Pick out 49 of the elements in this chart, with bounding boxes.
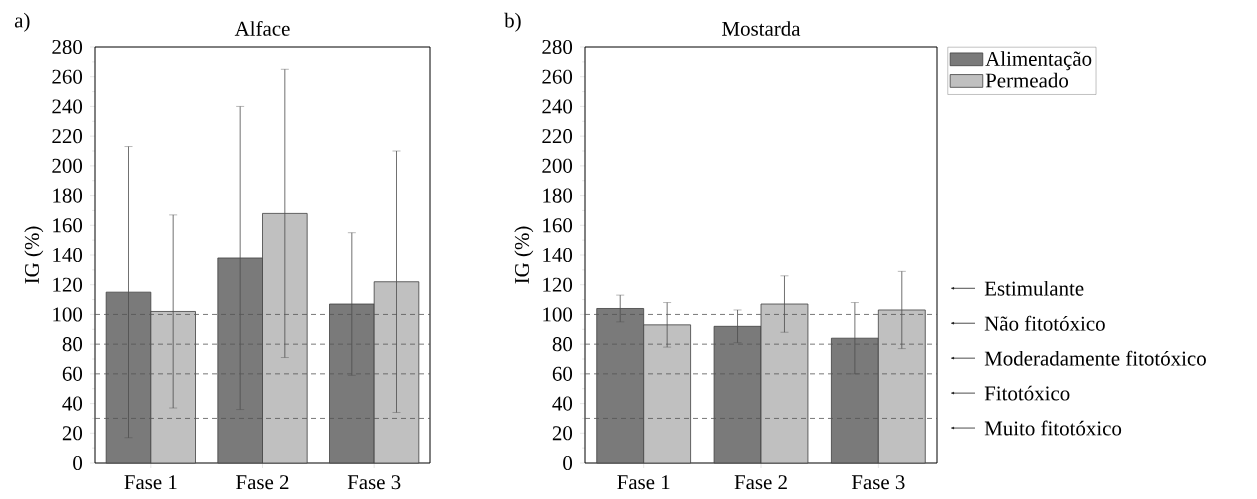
y-tick-label: 200 [52,158,83,173]
text: Não fitotóxico [984,315,1105,331]
y-tick-label: 0 [73,455,83,471]
y-tick-label: 260 [542,69,573,84]
x-tick-label: Fase 3 [851,475,905,490]
chart-title: Alface [234,20,290,36]
y-tick-label: 260 [52,69,83,84]
y-tick-label: 20 [552,426,573,441]
chart-title: Mostarda [722,21,801,36]
y-tick-label: 60 [62,366,83,381]
text: Fitotóxico [984,385,1070,401]
legend-label: Permeado [985,72,1069,88]
y-tick-label: 40 [62,396,83,411]
y-tick-label: 120 [543,277,573,292]
y-tick-label: 240 [52,99,83,114]
y-tick-label: 120 [53,277,83,292]
x-tick-label: Fase 1 [617,475,670,490]
y-tick-label: 80 [552,337,573,352]
legend-label: Alimentação [985,51,1092,71]
text: a) [14,12,30,32]
y-tick-label: 20 [62,426,83,441]
y-tick-label: 40 [552,396,573,411]
y-tick-label: 180 [543,188,573,203]
y-tick-label: 80 [62,337,83,352]
y-tick-label: 280 [542,39,573,55]
x-tick-label: Fase 2 [236,475,289,490]
y-tick-label: 160 [543,218,573,233]
y-tick-label: 180 [53,188,83,203]
text: Moderadamente fitotóxico [984,350,1206,366]
y-tick-label: 220 [52,129,83,144]
y-tick-label: 100 [543,307,573,322]
y-tick-label: 200 [542,158,573,173]
y-tick-label: 0 [563,455,573,471]
x-tick-label: Fase 2 [734,475,787,490]
y-tick-label: 280 [52,39,83,55]
y-axis-title: IG (%) [24,226,44,284]
y-tick-label: 60 [552,366,573,381]
y-tick-label: 240 [542,99,573,114]
text: Estimulante [984,280,1084,296]
y-tick-label: 140 [543,247,573,263]
y-tick-label: 100 [53,307,83,322]
y-tick-label: 220 [542,129,573,144]
y-tick-label: 140 [53,247,83,263]
y-tick-label: 160 [53,218,83,233]
x-tick-label: Fase 1 [124,475,177,490]
x-tick-label: Fase 3 [347,475,401,490]
text: Muito fitotóxico [984,420,1122,436]
y-axis-title: IG (%) [514,226,534,284]
text: b) [504,12,521,32]
